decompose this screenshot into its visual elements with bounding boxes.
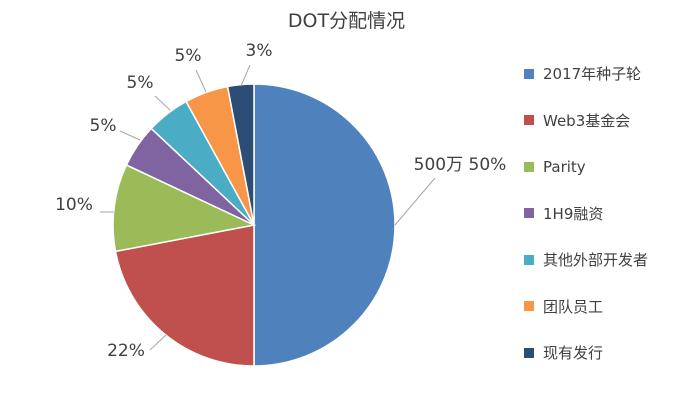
leader-line-6 [240, 64, 251, 87]
leader-line-5 [195, 69, 207, 93]
legend-swatch [524, 347, 534, 358]
legend-entry-2: Parity [524, 155, 648, 178]
pie-slice-0 [253, 83, 396, 367]
legend-swatch [524, 208, 534, 218]
leader-line-4 [154, 95, 171, 111]
legend-entry-4: 其他外部开发者 [524, 248, 648, 271]
legend-entry-0: 2017年种子轮 [524, 62, 648, 85]
leader-line-3 [119, 130, 141, 141]
chart-legend: 2017年种子轮 Web3基金会 Parity 1H9融资其他外部开发者 团队员工现有发… [524, 62, 648, 388]
legend-swatch [524, 68, 534, 79]
legend-label: 现有发行 [543, 344, 604, 362]
data-label-0: 500万 50% [414, 155, 507, 175]
data-label-3: 5% [90, 116, 117, 136]
legend-label: Parity [543, 157, 586, 176]
legend-swatch [524, 161, 534, 172]
data-label-6: 3% [246, 41, 273, 61]
legend-swatch [524, 301, 534, 311]
data-label-2: 10% [55, 195, 93, 215]
data-label-1: 22% [107, 341, 145, 361]
pie-slice-6 [226, 83, 255, 226]
pie-slice-2 [112, 163, 257, 253]
legend-label: Web3基金会 [543, 111, 631, 130]
legend-entry-1: Web3基金会 [524, 109, 648, 132]
legend-label: 团队员工 [543, 297, 604, 316]
legend-label: 其他外部开发者 [543, 251, 649, 269]
legend-label: 1H9融资 [543, 204, 604, 223]
legend-swatch [524, 254, 534, 265]
legend-entry-5: 团队员工 [524, 295, 648, 318]
chart-title: DOT分配情况 [287, 10, 406, 32]
leader-line-0 [394, 177, 436, 226]
data-label-5: 5% [175, 46, 202, 66]
leader-line-1 [149, 334, 167, 351]
legend-label: 2017年种子轮 [543, 65, 642, 83]
legend-swatch [524, 115, 534, 125]
pie-slice-1 [114, 224, 255, 367]
data-label-4: 5% [127, 73, 154, 93]
legend-entry-3: 1H9融资 [524, 202, 648, 225]
legend-entry-6: 现有发行 [524, 341, 648, 364]
